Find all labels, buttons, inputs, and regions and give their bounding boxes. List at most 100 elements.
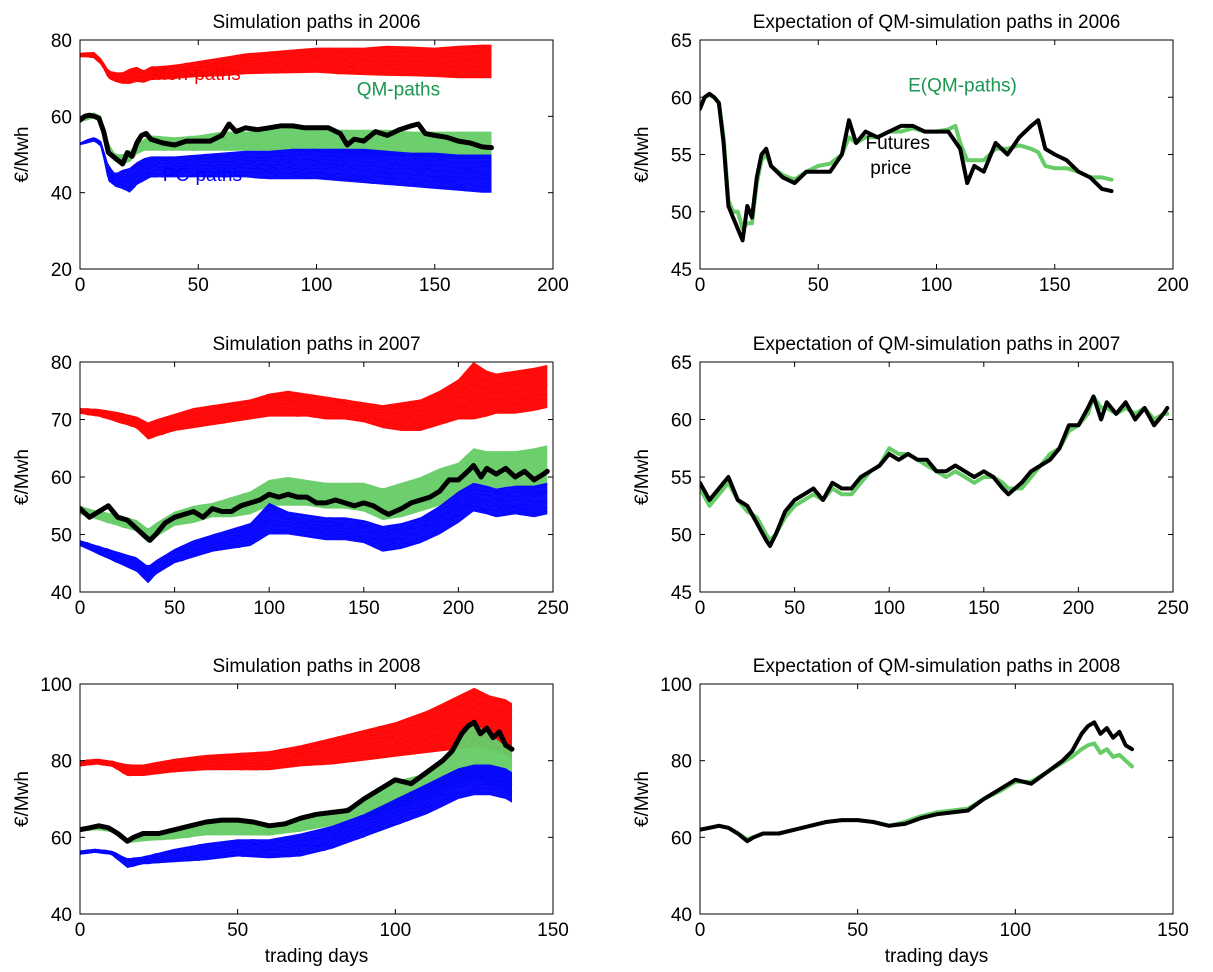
- x-tick-label: 100: [873, 598, 905, 619]
- axes-frame: [699, 683, 1174, 915]
- y-tick-label: 45: [671, 583, 692, 604]
- simulation-path: [80, 496, 548, 575]
- chart-title: Simulation paths in 2007: [212, 334, 420, 355]
- x-tick-label: 150: [537, 920, 569, 941]
- y-axis-label: €/Mwh: [632, 449, 653, 505]
- x-tick-label: 0: [695, 920, 706, 941]
- simulation-path: [80, 44, 492, 75]
- simulation-path: [80, 371, 548, 426]
- y-tick-label: 60: [671, 411, 692, 432]
- y-tick-label: 60: [671, 828, 692, 849]
- annotation-label: Futures: [866, 133, 930, 154]
- panel-p2007: 0 50 100 150 200 250 40 50 60 70 80 Simulation path…: [12, 334, 569, 619]
- y-tick-label: 100: [40, 675, 72, 696]
- x-tick-label: 0: [75, 275, 86, 296]
- x-axis-label: trading days: [265, 946, 369, 967]
- futures-price-line: [80, 463, 550, 543]
- y-tick-label: 20: [51, 260, 72, 281]
- x-tick-label: 50: [188, 275, 209, 296]
- x-tick-label: 50: [227, 920, 248, 941]
- y-tick-label: 50: [51, 526, 72, 547]
- simulation-path: [80, 765, 513, 860]
- plot-area: [80, 362, 550, 584]
- y-tick-label: 60: [671, 88, 692, 109]
- annotation-label: price: [870, 158, 911, 179]
- simulation-path: [80, 791, 513, 868]
- simulation-path: [80, 715, 513, 772]
- simulation-path: [80, 137, 492, 177]
- simulation-path: [80, 457, 548, 534]
- panel-e2006: 0 50 100 150 200 45 50 55 60 65 Expectation of QM-…: [632, 12, 1189, 296]
- x-tick-label: 50: [784, 598, 805, 619]
- y-tick-label: 80: [51, 31, 72, 52]
- x-tick-label: 50: [164, 598, 185, 619]
- chart-title: Simulation paths in 2006: [212, 12, 420, 33]
- simulation-band-1: [80, 723, 512, 844]
- simulation-path: [80, 783, 513, 865]
- y-tick-label: 55: [671, 146, 692, 167]
- x-tick-label: 100: [253, 598, 285, 619]
- simulation-path: [80, 138, 492, 182]
- y-axis-label: €/Mwh: [12, 127, 33, 183]
- y-tick-label: 80: [51, 353, 72, 374]
- simulation-band-2: [80, 482, 548, 584]
- x-tick-label: 200: [443, 598, 475, 619]
- panel-e2007: 0 50 100 150 200 250 45 50 55 60 65 Expectation of …: [632, 334, 1189, 619]
- plot-area: [80, 687, 515, 868]
- simulation-path: [80, 505, 548, 579]
- panel-p2008: 0 50 100 150 40 60 80 100 Simulation paths in 20…: [12, 656, 569, 967]
- x-axis-label: trading days: [885, 946, 989, 967]
- simulation-path: [80, 139, 492, 189]
- y-tick-label: 80: [671, 752, 692, 773]
- simulation-path: [80, 54, 492, 80]
- y-tick-label: 65: [671, 31, 692, 52]
- y-axis-label: €/Mwh: [632, 127, 653, 183]
- simulation-path: [80, 137, 492, 174]
- panel-e2008: 0 50 100 150 40 60 80 100 Expectation of QM-simu…: [632, 656, 1189, 967]
- chart-title: Expectation of QM-simulation paths in 20…: [753, 334, 1121, 355]
- futures-price-line: [700, 720, 1134, 844]
- simulation-path: [80, 398, 548, 437]
- simulation-path: [80, 55, 492, 83]
- y-tick-label: 100: [660, 675, 692, 696]
- y-tick-label: 60: [51, 468, 72, 489]
- y-tick-label: 40: [51, 184, 72, 205]
- simulation-path: [80, 455, 548, 532]
- expectation-line: [700, 93, 1114, 231]
- simulation-path: [80, 140, 492, 193]
- x-tick-label: 100: [301, 275, 333, 296]
- y-axis-label: €/Mwh: [632, 771, 653, 827]
- panel-p2006: 0 50 100 150 200 20 40 60 80 Simulation paths in …: [12, 12, 569, 296]
- plot-area: [700, 91, 1114, 243]
- annotation-label: Mon-paths: [151, 64, 241, 85]
- chart-title: Expectation of QM-simulation paths in 20…: [753, 12, 1121, 33]
- plot-area: [80, 44, 494, 193]
- chart-title: Simulation paths in 2008: [212, 656, 420, 677]
- x-tick-label: 200: [1063, 598, 1095, 619]
- simulation-path: [80, 115, 492, 160]
- simulation-path: [80, 49, 492, 76]
- simulation-path: [80, 732, 513, 775]
- x-tick-label: 50: [808, 275, 829, 296]
- y-tick-label: 40: [51, 905, 72, 926]
- simulation-path: [80, 508, 548, 581]
- x-tick-label: 200: [1157, 275, 1189, 296]
- futures-price-line: [700, 394, 1170, 548]
- y-tick-label: 65: [671, 353, 692, 374]
- simulation-band-0: [80, 687, 512, 776]
- simulation-path: [80, 739, 513, 777]
- futures-price-line: [700, 91, 1114, 243]
- x-tick-label: 150: [968, 598, 1000, 619]
- futures-price-line: [80, 719, 515, 844]
- simulation-path: [80, 773, 513, 863]
- futures-price-line: [80, 112, 494, 167]
- y-tick-label: 55: [671, 468, 692, 489]
- simulation-path: [80, 705, 513, 770]
- simulation-path: [80, 501, 548, 577]
- x-tick-label: 100: [999, 920, 1031, 941]
- x-tick-label: 250: [1157, 598, 1189, 619]
- annotation-label: E(QM-paths): [908, 76, 1017, 97]
- x-tick-label: 0: [75, 920, 86, 941]
- simulation-path: [80, 698, 513, 768]
